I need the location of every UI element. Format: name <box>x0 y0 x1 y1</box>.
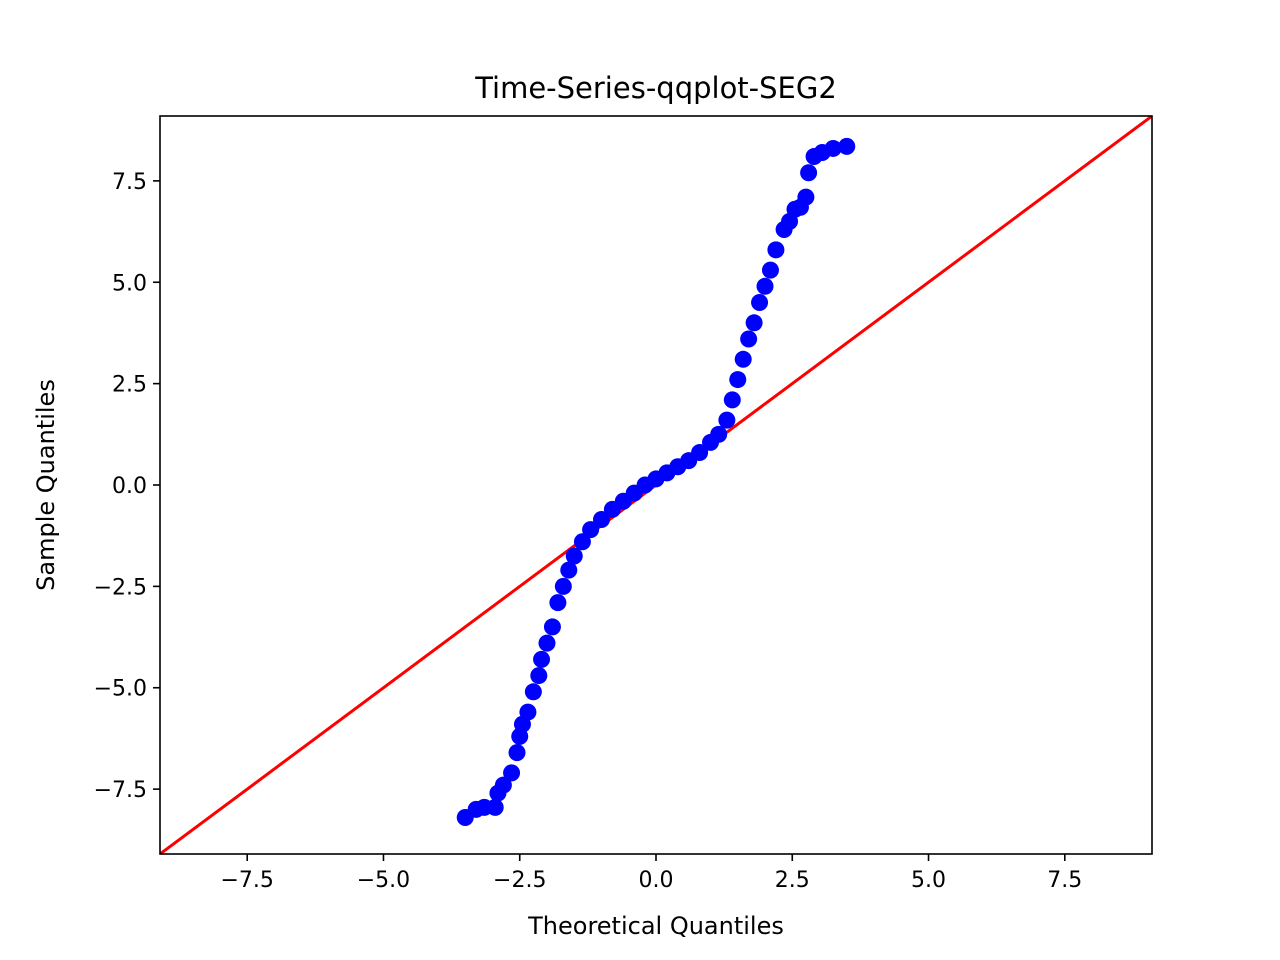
data-point <box>508 744 526 762</box>
data-point <box>718 411 736 429</box>
data-point <box>486 798 504 816</box>
y-tick-label: 7.5 <box>112 170 147 195</box>
data-point <box>592 510 610 528</box>
data-point <box>524 683 542 701</box>
data-point <box>582 521 600 539</box>
data-point <box>824 139 842 157</box>
data-point <box>554 577 572 595</box>
data-point <box>710 425 728 443</box>
data-point <box>767 241 785 259</box>
chart-title: Time-Series-qqplot-SEG2 <box>474 71 837 105</box>
x-tick-label: 7.5 <box>1047 868 1082 893</box>
x-tick-label: −7.5 <box>220 868 273 893</box>
axis-ticks: −7.5 −5.0 −2.5 0.0 2.5 5.0 7.5 −7.5 −5.0 −2.5 0.0 2… <box>94 170 1083 893</box>
data-point <box>494 776 512 794</box>
data-point <box>729 371 747 389</box>
y-tick-label: 0.0 <box>112 474 147 499</box>
data-point <box>761 261 779 279</box>
x-axis-label: Theoretical Quantiles <box>527 912 784 940</box>
x-tick-label: 0.0 <box>639 868 674 893</box>
x-tick-label: 5.0 <box>911 868 946 893</box>
y-tick-label: −5.0 <box>94 677 147 702</box>
x-tick-label: −2.5 <box>493 868 546 893</box>
data-point <box>740 330 758 348</box>
data-point <box>573 533 591 551</box>
x-tick-label: 2.5 <box>775 868 810 893</box>
plot-area <box>160 116 1152 854</box>
data-point <box>530 667 548 685</box>
x-tick-label: −5.0 <box>357 868 410 893</box>
data-point <box>745 314 763 332</box>
data-point <box>734 350 752 368</box>
y-tick-label: −2.5 <box>94 575 147 600</box>
y-tick-label: 5.0 <box>112 271 147 296</box>
data-point <box>838 137 856 155</box>
data-point <box>797 188 815 206</box>
data-point <box>560 561 578 579</box>
data-point <box>533 650 551 668</box>
data-point <box>565 547 583 565</box>
data-point <box>751 294 769 312</box>
data-point <box>519 703 537 721</box>
data-point <box>503 764 521 782</box>
data-point <box>800 164 818 182</box>
data-point <box>723 391 741 409</box>
y-tick-label: 2.5 <box>112 373 147 398</box>
data-point <box>756 277 774 295</box>
y-tick-label: −7.5 <box>94 778 147 803</box>
data-point <box>549 594 567 612</box>
data-point <box>691 444 709 462</box>
y-axis-label: Sample Quantiles <box>32 379 60 591</box>
data-point <box>543 618 561 636</box>
data-point <box>538 634 556 652</box>
